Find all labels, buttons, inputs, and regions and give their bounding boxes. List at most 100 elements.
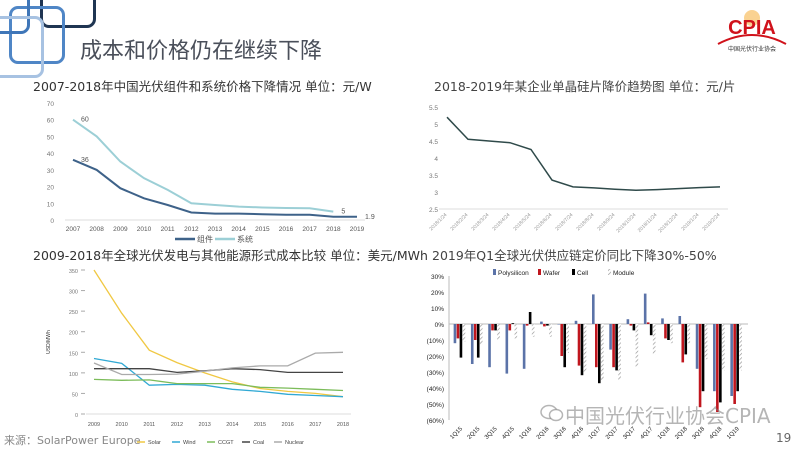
legend-label: Wind bbox=[183, 440, 196, 446]
data-label: 36 bbox=[81, 157, 89, 164]
bar-wafer bbox=[716, 324, 719, 412]
bar-polysilicon bbox=[488, 324, 491, 368]
x-tick-label: 2011 bbox=[143, 422, 155, 428]
x-tick-label: 2018/9/24 bbox=[596, 212, 616, 232]
y-tick-label: 300 bbox=[69, 290, 78, 296]
x-tick-label: 2019 bbox=[350, 226, 365, 233]
legend-swatch bbox=[608, 269, 611, 275]
source-note: 来源：SolarPower Europe bbox=[4, 434, 141, 447]
y-tick-label: (30%) bbox=[427, 370, 444, 377]
bar-module bbox=[670, 324, 673, 344]
bar-module bbox=[531, 324, 535, 337]
bar-module bbox=[497, 324, 500, 340]
bar-wafer bbox=[543, 324, 546, 327]
bar-wafer bbox=[733, 324, 736, 404]
bar-polysilicon bbox=[574, 320, 578, 324]
bar-wafer bbox=[491, 324, 494, 331]
x-tick-label: 2010 bbox=[137, 226, 152, 233]
bar-polysilicon bbox=[557, 324, 561, 325]
x-tick-label: 2018/6/24 bbox=[533, 212, 553, 232]
y-tick-label: 50 bbox=[72, 392, 78, 398]
bar-module bbox=[549, 324, 552, 337]
bar-module bbox=[566, 324, 570, 353]
svg-text:CPIA: CPIA bbox=[728, 17, 776, 39]
y-tick-label: 250 bbox=[69, 310, 78, 316]
x-tick-label: 2007 bbox=[66, 226, 81, 233]
bar-cell bbox=[511, 323, 515, 324]
bar-polysilicon bbox=[592, 294, 595, 324]
y-tick-label: (60%) bbox=[427, 418, 444, 425]
x-tick-label: 2011 bbox=[161, 226, 175, 233]
chart-title: 2009-2018年全球光伏发电与其他能源形式成本比较 单位：美元/MWh bbox=[33, 248, 428, 263]
page-number: 19 bbox=[776, 431, 792, 445]
series-line-Solar bbox=[93, 269, 344, 398]
bar-cell bbox=[476, 324, 480, 358]
x-tick-label: 3Q15 bbox=[484, 426, 499, 441]
y-tick-label: 350 bbox=[69, 269, 78, 275]
bar-polysilicon bbox=[730, 324, 733, 396]
x-tick-label: 1Q16 bbox=[519, 426, 534, 441]
y-tick-label: 5 bbox=[434, 122, 438, 129]
x-tick-label: 2014 bbox=[231, 226, 246, 233]
legend-label: Cell bbox=[577, 270, 589, 277]
bar-wafer bbox=[456, 324, 460, 339]
bar-module bbox=[601, 324, 604, 380]
series-line-系统 bbox=[72, 118, 334, 213]
x-tick-label: 2018/3/24 bbox=[470, 212, 490, 232]
chart-title: 2019年Q1全球光伏供应链定价同比下降30%-50% bbox=[432, 248, 717, 263]
x-tick-label: 2019/1/24 bbox=[680, 212, 700, 232]
bar-cell bbox=[719, 324, 722, 403]
x-tick-label: 2017 bbox=[309, 422, 321, 428]
bar-cell bbox=[546, 324, 549, 326]
y-tick-label: (40%) bbox=[427, 386, 444, 393]
series-line-组件 bbox=[72, 158, 358, 218]
x-tick-label: 4Q15 bbox=[501, 426, 516, 441]
y-tick-label: 4.5 bbox=[429, 139, 438, 146]
bar-module bbox=[479, 324, 483, 345]
bar-module bbox=[704, 324, 708, 360]
x-tick-label: 2018 bbox=[337, 422, 349, 428]
watermark: 中国光伏行业协会CPIA bbox=[565, 404, 771, 428]
bar-module bbox=[635, 324, 639, 368]
y-tick-label: (10%) bbox=[427, 338, 444, 345]
legend-label: Polysilicon bbox=[498, 270, 529, 277]
data-label: 5 bbox=[341, 209, 345, 216]
x-tick-label: 2Q16 bbox=[536, 426, 551, 441]
x-tick-label: 2014 bbox=[226, 422, 238, 428]
bar-wafer bbox=[646, 322, 650, 324]
bar-module bbox=[583, 324, 587, 372]
x-tick-label: 2016 bbox=[282, 422, 294, 428]
bar-polysilicon bbox=[609, 324, 612, 350]
y-tick-label: 0 bbox=[50, 218, 54, 225]
bar-cell bbox=[701, 324, 705, 392]
bar-polysilicon bbox=[661, 318, 664, 324]
y-tick-label: 0 bbox=[75, 413, 78, 419]
bar-module bbox=[652, 324, 656, 355]
x-tick-label: 2012 bbox=[171, 422, 183, 428]
x-tick-label: 2018/10/24 bbox=[615, 212, 637, 234]
x-tick-label: 2015 bbox=[254, 422, 266, 428]
bar-cell bbox=[528, 312, 532, 324]
x-tick-label: 2Q15 bbox=[467, 426, 482, 441]
y-tick-label: 5.5 bbox=[429, 105, 438, 112]
bar-wafer bbox=[698, 324, 702, 408]
legend-label: CCGT bbox=[218, 440, 234, 446]
bar-polysilicon bbox=[678, 316, 682, 324]
data-label: 1.9 bbox=[365, 214, 375, 221]
x-tick-label: 2018/4/24 bbox=[491, 212, 511, 232]
decorative-square bbox=[0, 16, 44, 78]
bar-module bbox=[618, 324, 621, 380]
legend-swatch bbox=[493, 269, 496, 275]
x-tick-label: 2015 bbox=[255, 226, 270, 233]
bar-module bbox=[514, 324, 518, 339]
x-tick-label: 2019/2/24 bbox=[701, 212, 721, 232]
y-tick-label: 0% bbox=[435, 322, 445, 329]
legend-label: Solar bbox=[148, 440, 161, 446]
y-tick-label: 10 bbox=[47, 201, 55, 208]
y-tick-label: 30% bbox=[431, 274, 444, 281]
bar-wafer bbox=[664, 324, 667, 339]
chart-title: 2018-2019年某企业单晶硅片降价趋势图 单位：元/片 bbox=[434, 79, 736, 94]
y-tick-label: 200 bbox=[69, 331, 78, 337]
decorative-square bbox=[9, 6, 65, 64]
y-tick-label: 40 bbox=[47, 151, 55, 158]
